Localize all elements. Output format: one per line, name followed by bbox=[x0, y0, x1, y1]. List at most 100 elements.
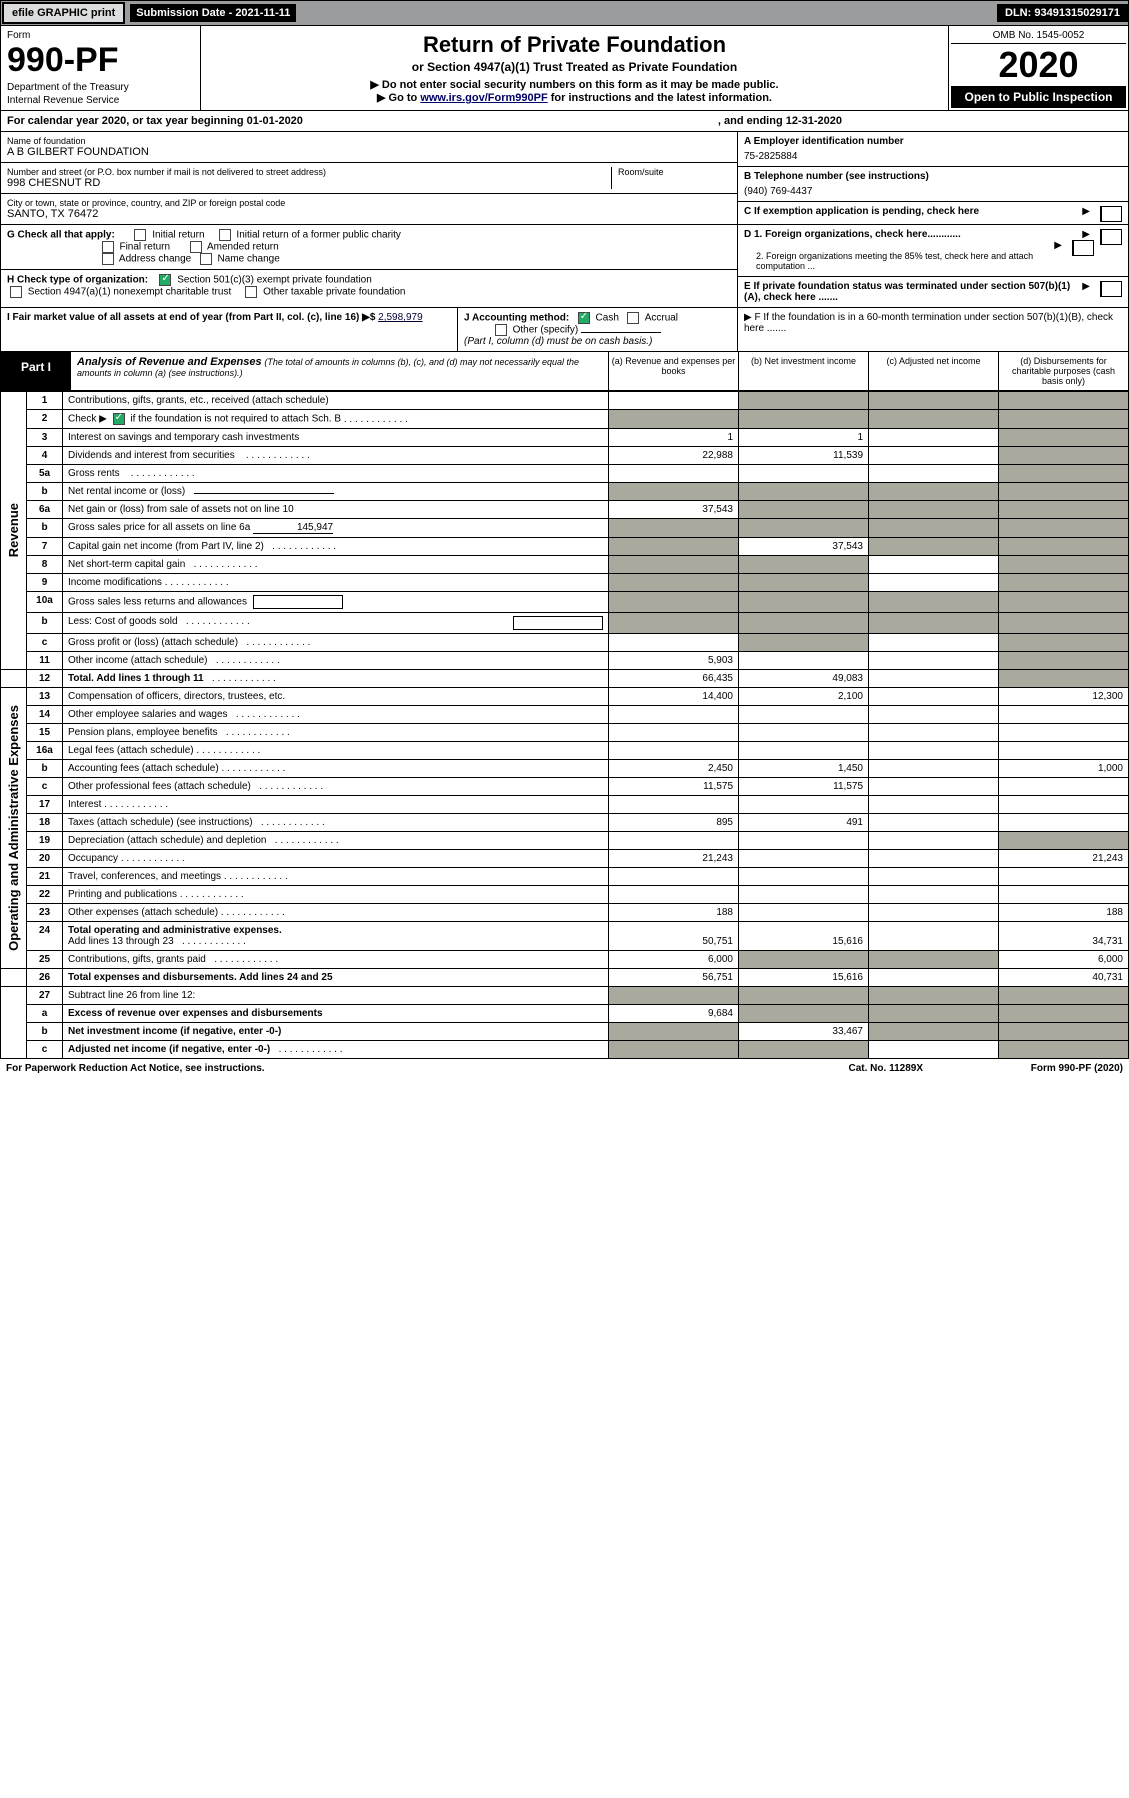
table-row: 9Income modifications bbox=[1, 574, 1129, 592]
j-note: (Part I, column (d) must be on cash basi… bbox=[464, 336, 652, 347]
table-row: cAdjusted net income (if negative, enter… bbox=[1, 1041, 1129, 1059]
table-row: 17Interest bbox=[1, 796, 1129, 814]
table-row: Operating and Administrative Expenses 13… bbox=[1, 688, 1129, 706]
table-row: 11Other income (attach schedule) 5,903 bbox=[1, 652, 1129, 670]
j-cash-checkbox[interactable] bbox=[578, 312, 590, 324]
cat-no: Cat. No. 11289X bbox=[849, 1063, 923, 1074]
h-501-checkbox[interactable] bbox=[159, 274, 171, 286]
table-row: 18Taxes (attach schedule) (see instructi… bbox=[1, 814, 1129, 832]
omb-number: OMB No. 1545-0052 bbox=[951, 28, 1126, 44]
warning-ssn: ▶ Do not enter social security numbers o… bbox=[207, 78, 942, 91]
table-row: 2Check ▶ if the foundation is not requir… bbox=[1, 410, 1129, 429]
d1-label: D 1. Foreign organizations, check here..… bbox=[744, 229, 961, 240]
efile-print-button[interactable]: efile GRAPHIC print bbox=[2, 2, 125, 24]
table-row: 16aLegal fees (attach schedule) bbox=[1, 742, 1129, 760]
table-row: 20Occupancy 21,24321,243 bbox=[1, 850, 1129, 868]
table-row: 26Total expenses and disbursements. Add … bbox=[1, 969, 1129, 987]
ein-value: 75-2825884 bbox=[744, 151, 1122, 162]
table-row: bLess: Cost of goods sold bbox=[1, 613, 1129, 634]
g-initial-former-checkbox[interactable] bbox=[219, 229, 231, 241]
paperwork-notice: For Paperwork Reduction Act Notice, see … bbox=[6, 1063, 849, 1074]
table-row: 4Dividends and interest from securities … bbox=[1, 447, 1129, 465]
d2-label: 2. Foreign organizations meeting the 85%… bbox=[756, 251, 1056, 271]
table-row: Revenue 1Contributions, gifts, grants, e… bbox=[1, 392, 1129, 410]
tel-label: B Telephone number (see instructions) bbox=[744, 171, 1122, 182]
name-hint: Name of foundation bbox=[7, 136, 731, 146]
table-row: cGross profit or (loss) (attach schedule… bbox=[1, 634, 1129, 652]
city-hint: City or town, state or province, country… bbox=[7, 198, 731, 208]
col-a-header: (a) Revenue and expenses per books bbox=[608, 352, 738, 390]
table-row: bNet investment income (if negative, ent… bbox=[1, 1023, 1129, 1041]
table-row: 27Subtract line 26 from line 12: bbox=[1, 987, 1129, 1005]
part1-title: Analysis of Revenue and Expenses bbox=[77, 356, 262, 368]
revenue-side-label: Revenue bbox=[6, 503, 21, 557]
tax-year: 2020 bbox=[951, 44, 1126, 86]
form-page: efile GRAPHIC print Submission Date - 20… bbox=[0, 0, 1129, 1078]
g-final-checkbox[interactable] bbox=[102, 241, 114, 253]
table-row: 6aNet gain or (loss) from sale of assets… bbox=[1, 501, 1129, 519]
table-row: bAccounting fees (attach schedule) 2,450… bbox=[1, 760, 1129, 778]
g-addr-checkbox[interactable] bbox=[102, 253, 114, 265]
city-state-zip: SANTO, TX 76472 bbox=[7, 208, 731, 220]
table-row: 12Total. Add lines 1 through 11 66,43549… bbox=[1, 670, 1129, 688]
open-to-public: Open to Public Inspection bbox=[951, 86, 1126, 108]
i-value: 2,598,979 bbox=[378, 312, 423, 323]
form-number: 990-PF bbox=[7, 41, 194, 80]
goto-line: ▶ Go to www.irs.gov/Form990PF for instru… bbox=[207, 91, 942, 104]
i-j-row: I Fair market value of all assets at end… bbox=[0, 308, 1129, 352]
h-row: H Check type of organization: Section 50… bbox=[1, 270, 737, 302]
ein-label: A Employer identification number bbox=[744, 136, 1122, 147]
dept-line2: Internal Revenue Service bbox=[7, 95, 194, 106]
table-row: 21Travel, conferences, and meetings bbox=[1, 868, 1129, 886]
table-row: 25Contributions, gifts, grants paid 6,00… bbox=[1, 951, 1129, 969]
g-initial-checkbox[interactable] bbox=[134, 229, 146, 241]
g-row: G Check all that apply: Initial return I… bbox=[1, 225, 737, 270]
table-row: 14Other employee salaries and wages bbox=[1, 706, 1129, 724]
c-label: C If exemption application is pending, c… bbox=[744, 206, 979, 217]
entity-info: Name of foundation A B GILBERT FOUNDATIO… bbox=[0, 132, 1129, 225]
irs-link[interactable]: www.irs.gov/Form990PF bbox=[420, 92, 547, 104]
e-label: E If private foundation status was termi… bbox=[744, 281, 1070, 303]
table-row: 23Other expenses (attach schedule) 18818… bbox=[1, 904, 1129, 922]
table-row: 3Interest on savings and temporary cash … bbox=[1, 429, 1129, 447]
table-row: bGross sales price for all assets on lin… bbox=[1, 519, 1129, 538]
part1-header: Part I Analysis of Revenue and Expenses … bbox=[0, 352, 1129, 391]
form-title: Return of Private Foundation bbox=[207, 32, 942, 58]
col-c-header: (c) Adjusted net income bbox=[868, 352, 998, 390]
foundation-name: A B GILBERT FOUNDATION bbox=[7, 146, 731, 158]
page-footer: For Paperwork Reduction Act Notice, see … bbox=[0, 1059, 1129, 1078]
g-name-checkbox[interactable] bbox=[200, 253, 212, 265]
street-address: 998 CHESNUT RD bbox=[7, 177, 611, 189]
form-header: Form 990-PF Department of the Treasury I… bbox=[0, 26, 1129, 111]
d2-checkbox[interactable] bbox=[1072, 240, 1094, 256]
form-ref: Form 990-PF (2020) bbox=[923, 1063, 1123, 1074]
dln-label: DLN: 93491315029171 bbox=[997, 4, 1128, 22]
table-row: 7Capital gain net income (from Part IV, … bbox=[1, 538, 1129, 556]
r2-checkbox[interactable] bbox=[113, 413, 125, 425]
table-row: 19Depreciation (attach schedule) and dep… bbox=[1, 832, 1129, 850]
j-other-checkbox[interactable] bbox=[495, 324, 507, 336]
d1-checkbox[interactable] bbox=[1100, 229, 1122, 245]
i-label: I Fair market value of all assets at end… bbox=[7, 312, 378, 323]
c-checkbox[interactable] bbox=[1100, 206, 1122, 222]
main-table: Revenue 1Contributions, gifts, grants, e… bbox=[0, 391, 1129, 1059]
calendar-year-row: For calendar year 2020, or tax year begi… bbox=[0, 111, 1129, 132]
form-subtitle: or Section 4947(a)(1) Trust Treated as P… bbox=[207, 60, 942, 74]
col-b-header: (b) Net investment income bbox=[738, 352, 868, 390]
j-accrual-checkbox[interactable] bbox=[627, 312, 639, 324]
h-4947-checkbox[interactable] bbox=[10, 286, 22, 298]
form-word: Form bbox=[7, 30, 194, 41]
table-row: aExcess of revenue over expenses and dis… bbox=[1, 1005, 1129, 1023]
h-other-checkbox[interactable] bbox=[245, 286, 257, 298]
top-bar: efile GRAPHIC print Submission Date - 20… bbox=[0, 0, 1129, 26]
tel-value: (940) 769-4437 bbox=[744, 186, 1122, 197]
oae-side-label: Operating and Administrative Expenses bbox=[6, 705, 21, 951]
table-row: 22Printing and publications bbox=[1, 886, 1129, 904]
col-d-header: (d) Disbursements for charitable purpose… bbox=[998, 352, 1128, 390]
check-area: G Check all that apply: Initial return I… bbox=[0, 225, 1129, 308]
table-row: 8Net short-term capital gain bbox=[1, 556, 1129, 574]
e-checkbox[interactable] bbox=[1100, 281, 1122, 297]
table-row: 5aGross rents bbox=[1, 465, 1129, 483]
g-amended-checkbox[interactable] bbox=[190, 241, 202, 253]
table-row: 10aGross sales less returns and allowanc… bbox=[1, 592, 1129, 613]
